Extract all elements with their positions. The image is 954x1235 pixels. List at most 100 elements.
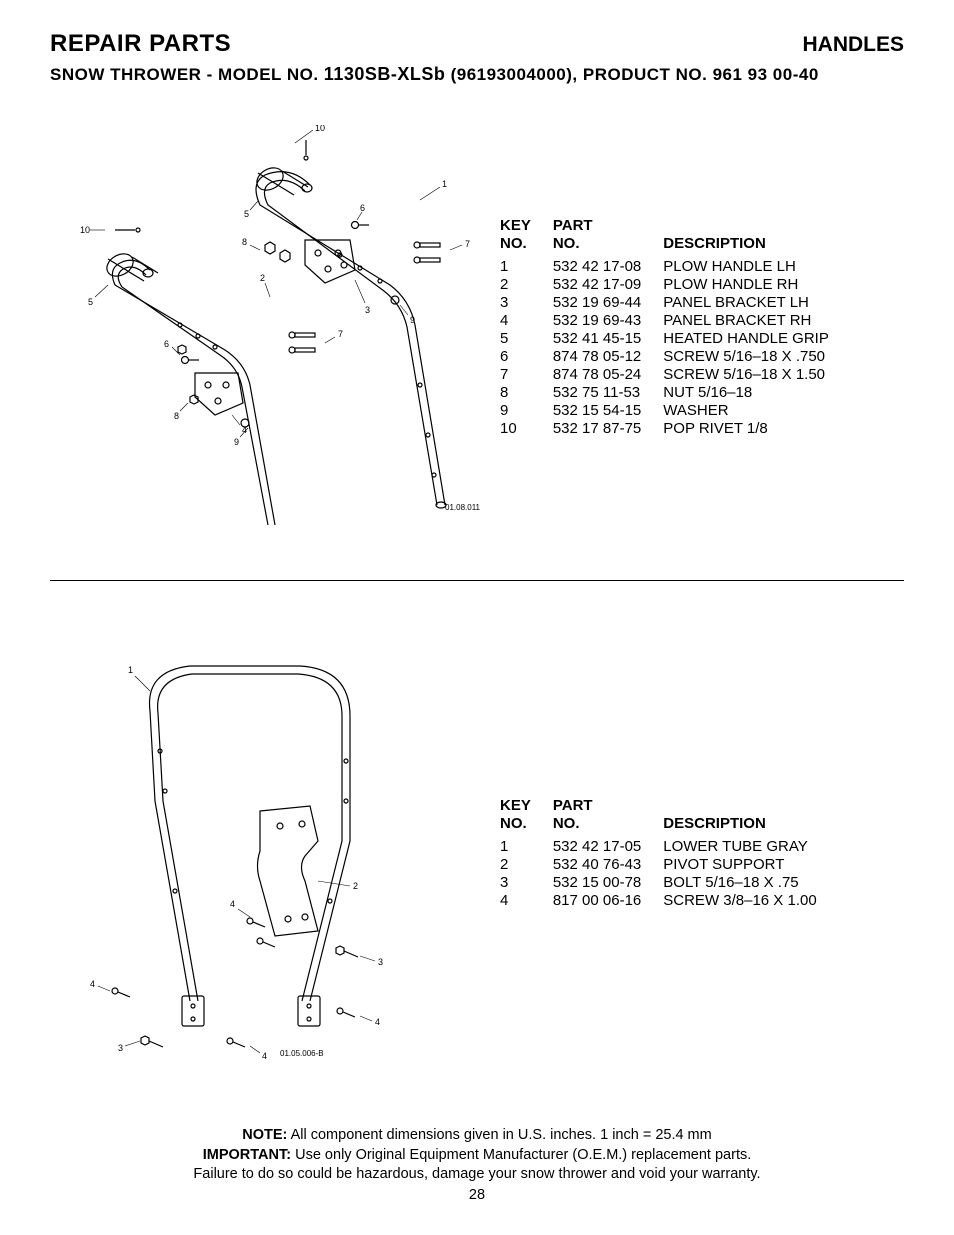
table-row: 10532 17 87-75POP RIVET 1/8 — [500, 420, 851, 438]
subtitle-prefix: SNOW THROWER - MODEL NO. — [50, 65, 324, 84]
cell-desc: PIVOT SUPPORT — [663, 856, 838, 874]
cell-part: 532 19 69-44 — [553, 294, 663, 312]
cell-desc: SCREW 3/8–16 X 1.00 — [663, 892, 838, 910]
note-line2: Use only Original Equipment Manufacturer… — [291, 1147, 751, 1163]
note-block: NOTE: All component dimensions given in … — [50, 1126, 904, 1185]
svg-text:6: 6 — [360, 203, 365, 213]
diagram-upper: 10 1 10 5 5 6 6 7 7 8 8 9 9 3 4 2 — [50, 125, 480, 530]
cell-desc: SCREW 5/16–18 X .750 — [663, 348, 851, 366]
table-row: 1532 42 17-08PLOW HANDLE LH — [500, 258, 851, 276]
table-row: 3532 15 00-78BOLT 5/16–18 X .75 — [500, 874, 839, 892]
col-key-no: KEYNO. — [500, 217, 553, 258]
col-part-no: PARTNO. — [553, 217, 663, 258]
cell-key: 1 — [500, 838, 553, 856]
col-part-no: PARTNO. — [553, 797, 663, 838]
svg-text:3: 3 — [118, 1043, 123, 1053]
cell-desc: PLOW HANDLE LH — [663, 258, 851, 276]
table-row: 9532 15 54-15WASHER — [500, 402, 851, 420]
parts-table-2: KEYNO. PARTNO. DESCRIPTION 1532 42 17-05… — [500, 797, 839, 910]
cell-part: 532 19 69-43 — [553, 312, 663, 330]
table-row: 4532 19 69-43PANEL BRACKET RH — [500, 312, 851, 330]
cell-key: 3 — [500, 874, 553, 892]
cell-desc: BOLT 5/16–18 X .75 — [663, 874, 838, 892]
table-row: 8532 75 11-53NUT 5/16–18 — [500, 384, 851, 402]
note-line1: All component dimensions given in U.S. i… — [287, 1127, 711, 1143]
diagram-lower: 1 2 3 3 4 4 4 4 01.05.006-B — [50, 641, 480, 1066]
header-row: REPAIR PARTS HANDLES — [50, 30, 904, 58]
svg-text:2: 2 — [260, 273, 265, 283]
title-right: HANDLES — [802, 33, 904, 57]
svg-text:1: 1 — [128, 665, 133, 675]
cell-desc: WASHER — [663, 402, 851, 420]
cell-key: 4 — [500, 312, 553, 330]
svg-text:1: 1 — [442, 179, 447, 189]
svg-text:7: 7 — [338, 329, 343, 339]
svg-text:3: 3 — [378, 957, 383, 967]
cell-desc: PANEL BRACKET RH — [663, 312, 851, 330]
col-description: DESCRIPTION — [663, 797, 838, 838]
cell-part: 532 40 76-43 — [553, 856, 663, 874]
svg-text:8: 8 — [242, 237, 247, 247]
cell-part: 532 15 00-78 — [553, 874, 663, 892]
svg-text:5: 5 — [244, 209, 249, 219]
svg-text:9: 9 — [410, 315, 415, 325]
section-handles-upper: 10 1 10 5 5 6 6 7 7 8 8 9 9 3 4 2 — [50, 85, 904, 560]
cell-key: 10 — [500, 420, 553, 438]
cell-desc: NUT 5/16–18 — [663, 384, 851, 402]
cell-key: 2 — [500, 856, 553, 874]
svg-text:6: 6 — [164, 339, 169, 349]
important-label: IMPORTANT: — [203, 1147, 291, 1163]
cell-part: 874 78 05-24 — [553, 366, 663, 384]
cell-key: 2 — [500, 276, 553, 294]
cell-desc: PANEL BRACKET LH — [663, 294, 851, 312]
svg-text:8: 8 — [174, 411, 179, 421]
note-label: NOTE: — [242, 1127, 287, 1143]
cell-desc: LOWER TUBE GRAY — [663, 838, 838, 856]
table-row: 1532 42 17-05LOWER TUBE GRAY — [500, 838, 839, 856]
cell-desc: POP RIVET 1/8 — [663, 420, 851, 438]
svg-text:4: 4 — [375, 1017, 380, 1027]
diagram-label-1: 01.08.011-A — [445, 503, 480, 512]
cell-desc: SCREW 5/16–18 X 1.50 — [663, 366, 851, 384]
col-key-no: KEYNO. — [500, 797, 553, 838]
cell-part: 817 00 06-16 — [553, 892, 663, 910]
table-row: 2532 42 17-09PLOW HANDLE RH — [500, 276, 851, 294]
svg-text:9: 9 — [234, 437, 239, 447]
note-line3: Failure to do so could be hazardous, dam… — [50, 1165, 904, 1185]
svg-text:7: 7 — [465, 239, 470, 249]
table-row: 4817 00 06-16SCREW 3/8–16 X 1.00 — [500, 892, 839, 910]
svg-text:10: 10 — [315, 125, 325, 133]
table-row: 3532 19 69-44PANEL BRACKET LH — [500, 294, 851, 312]
cell-desc: HEATED HANDLE GRIP — [663, 330, 851, 348]
table-row: 5532 41 45-15HEATED HANDLE GRIP — [500, 330, 851, 348]
page-number: 28 — [50, 1187, 904, 1203]
svg-text:4: 4 — [242, 425, 247, 435]
page-container: REPAIR PARTS HANDLES SNOW THROWER - MODE… — [0, 0, 954, 1223]
section-handles-lower: 1 2 3 3 4 4 4 4 01.05.006-B KEYNO. PARTN… — [50, 601, 904, 1096]
svg-text:2: 2 — [353, 881, 358, 891]
subtitle-suffix: (96193004000), PRODUCT NO. 961 93 00-40 — [445, 65, 818, 84]
svg-text:5: 5 — [88, 297, 93, 307]
svg-text:4: 4 — [230, 899, 235, 909]
cell-key: 5 — [500, 330, 553, 348]
cell-key: 3 — [500, 294, 553, 312]
svg-text:3: 3 — [365, 305, 370, 315]
cell-key: 4 — [500, 892, 553, 910]
diagram-label-2: 01.05.006-B — [280, 1049, 324, 1058]
cell-part: 532 41 45-15 — [553, 330, 663, 348]
title-left: REPAIR PARTS — [50, 30, 231, 58]
subtitle: SNOW THROWER - MODEL NO. 1130SB-XLSb (96… — [50, 64, 904, 85]
cell-part: 532 42 17-08 — [553, 258, 663, 276]
cell-part: 532 15 54-15 — [553, 402, 663, 420]
col-description: DESCRIPTION — [663, 217, 851, 258]
svg-text:4: 4 — [90, 979, 95, 989]
handles-exploded-diagram: 10 1 10 5 5 6 6 7 7 8 8 9 9 3 4 2 — [50, 125, 480, 525]
cell-part: 532 17 87-75 — [553, 420, 663, 438]
cell-part: 532 42 17-05 — [553, 838, 663, 856]
cell-key: 9 — [500, 402, 553, 420]
section-divider — [50, 580, 904, 581]
cell-key: 7 — [500, 366, 553, 384]
svg-text:4: 4 — [262, 1051, 267, 1061]
cell-key: 8 — [500, 384, 553, 402]
parts-table-upper: KEYNO. PARTNO. DESCRIPTION 1532 42 17-08… — [480, 217, 904, 438]
